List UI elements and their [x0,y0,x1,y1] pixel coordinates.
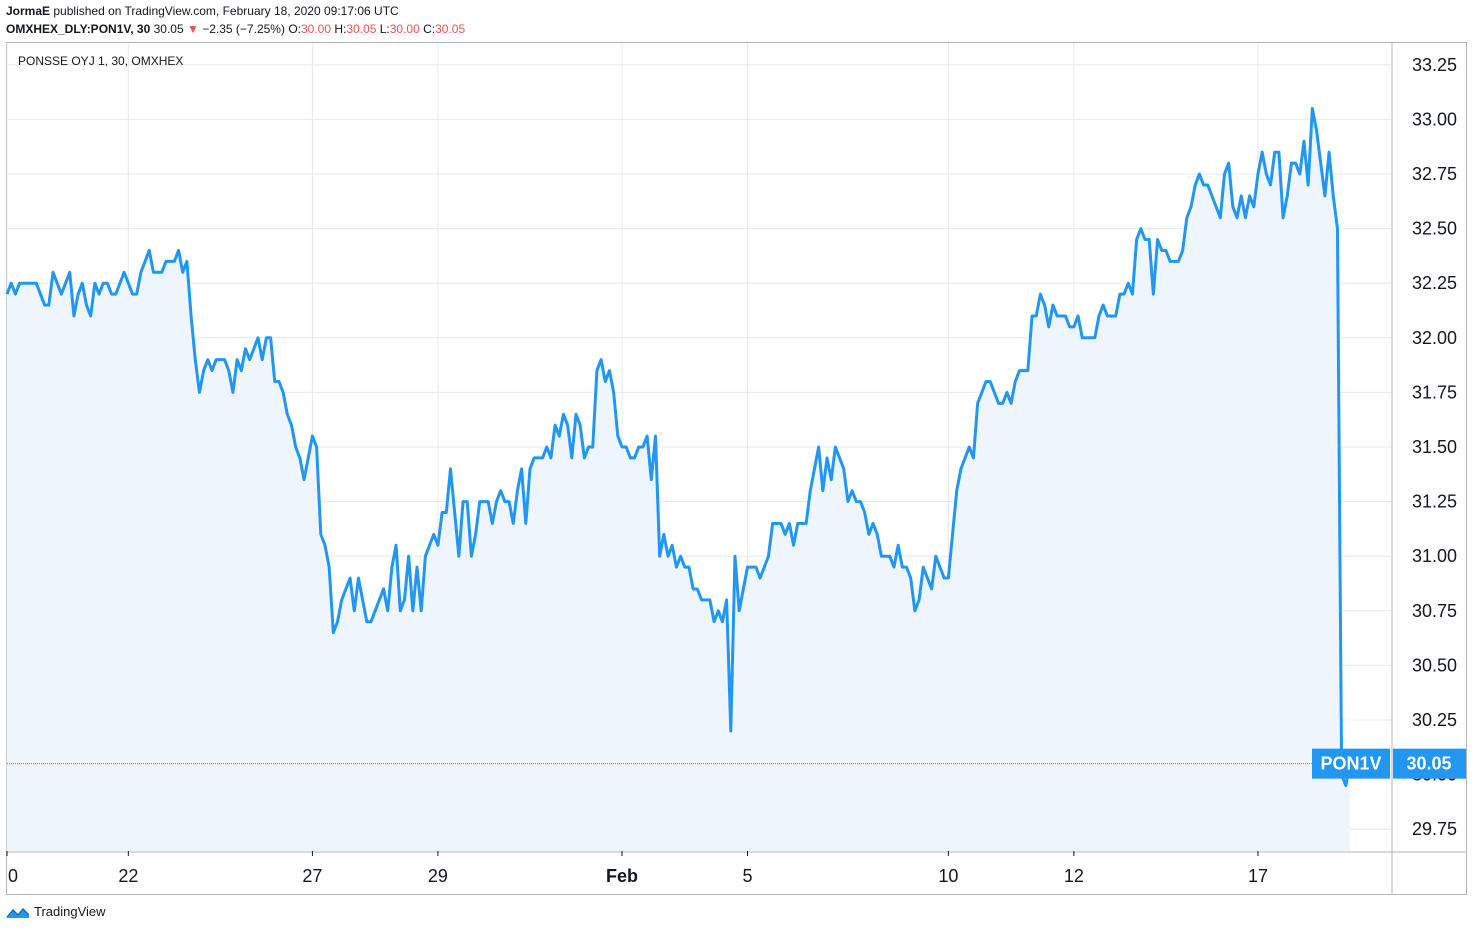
tradingview-brand[interactable]: TradingView [34,904,106,919]
y-tick-label: 31.50 [1412,437,1457,457]
open-value: 30.00 [300,22,332,36]
y-tick-label: 31.25 [1412,492,1457,512]
last-price: 30.05 [153,22,184,36]
y-tick-label: 32.75 [1412,164,1457,184]
author-name[interactable]: JormaE [6,4,51,18]
y-tick-label: 33.25 [1412,55,1457,75]
price-line [5,107,1352,787]
price-tag-value: 30.05 [1406,754,1451,774]
time-axis[interactable]: 0 22 27 29 Feb 5 10 12 17 [6,851,1268,886]
x-tick-label: 10 [938,866,958,886]
open-label: O: [288,22,301,36]
close-value: 30.05 [435,22,466,36]
close-label: C: [423,22,436,36]
tradingview-logo-icon[interactable] [6,905,30,919]
last-price-tag: PON1V 30.05 [1312,748,1466,779]
y-tick-label: 30.25 [1412,710,1457,730]
down-arrow-icon: ▼ [187,22,199,36]
change-text: −2.35 (−7.25%) [202,22,285,36]
x-tick-label: Feb [606,866,638,886]
x-tick-label: 17 [1248,866,1268,886]
y-tick-label: 30.50 [1412,655,1457,675]
price-tag-value-box [1393,748,1466,779]
y-tick-label: 32.00 [1412,328,1457,348]
published-text: published on TradingView.com, February 1… [53,4,399,18]
y-tick-label: 31.00 [1412,546,1457,566]
y-tick-label: 32.50 [1412,219,1457,239]
x-tick-label: 5 [743,866,753,886]
low-value: 30.00 [389,22,420,36]
x-tick-label: 27 [302,866,322,886]
symbol-label: OMXHEX_DLY:PON1V, 30 [6,22,151,36]
x-tick-label: 22 [118,866,138,886]
price-area-fill [7,108,1350,851]
x-tick-label: 12 [1064,866,1084,886]
y-tick-label: 29.75 [1412,819,1457,839]
price-chart[interactable]: PONSSE OYJ 1, 30, OMXHEX 29.75 30.00 30.25… [0,0,1475,895]
chart-title: PONSSE OYJ 1, 30, OMXHEX [18,54,183,68]
price-tag-symbol-box [1312,748,1390,779]
y-tick-label: 30.75 [1412,601,1457,621]
price-axis[interactable]: 29.7530.0030.2530.5030.7531.0031.2531.50… [1412,55,1457,839]
x-tick-label: 0 [8,866,18,886]
low-label: L: [379,22,390,36]
y-tick-label: 33.00 [1412,109,1457,129]
footer: TradingView [6,904,106,919]
high-value: 30.05 [346,22,377,36]
x-tick-label: 29 [428,866,448,886]
price-tag-symbol: PON1V [1320,754,1381,774]
y-tick-label: 31.75 [1412,382,1457,402]
chart-header: JormaE published on TradingView.com, Feb… [6,2,465,38]
y-tick-label: 32.25 [1412,273,1457,293]
high-label: H: [334,22,347,36]
